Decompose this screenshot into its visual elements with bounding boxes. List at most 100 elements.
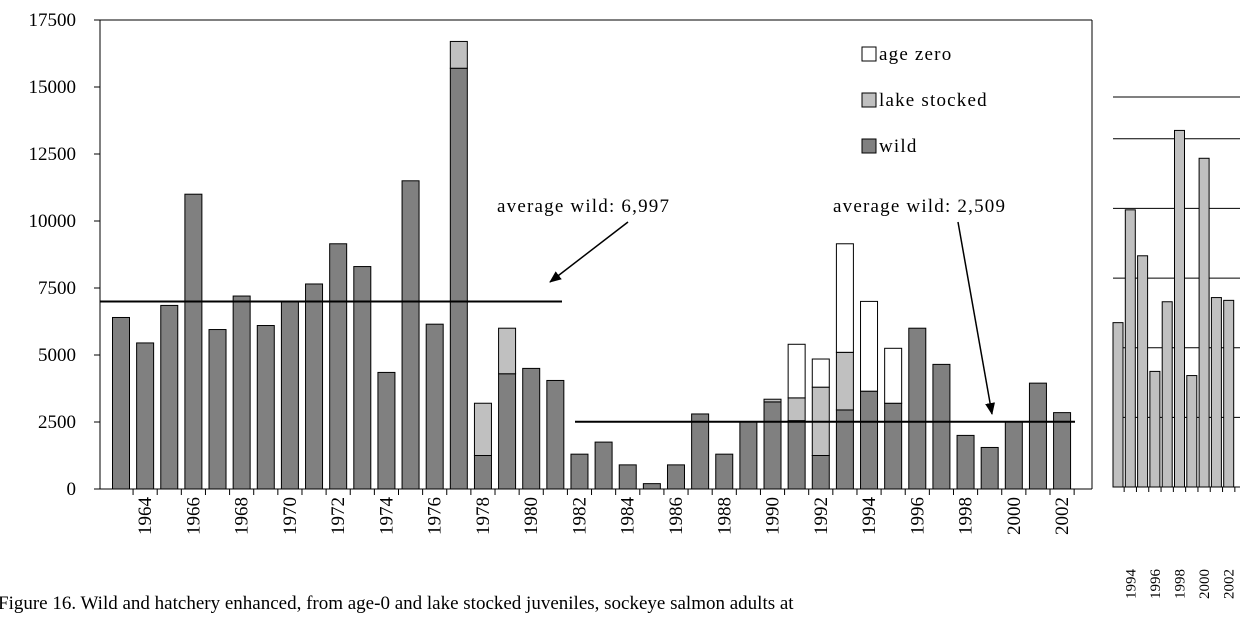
y-tick-label: 17500: [29, 10, 77, 31]
bar: [1198, 157, 1210, 488]
y-tick-label: 10000: [29, 211, 77, 232]
bar-segment: [594, 441, 613, 490]
x-tick-label: 1992: [811, 497, 832, 535]
bar-segment: [280, 300, 299, 490]
bar: [1223, 299, 1235, 488]
x-tick-label: 1996: [907, 497, 928, 535]
y-tick-label: 15000: [29, 77, 77, 98]
annotation-arrow: [957, 221, 996, 415]
x-tick-label: 1994: [1123, 569, 1139, 600]
x-tick-label: 1998: [956, 497, 977, 535]
legend-label: lake stocked: [879, 90, 988, 111]
bar-segment: [787, 397, 806, 422]
bar-segment: [787, 420, 806, 490]
legend-swatch: [861, 138, 877, 154]
bar-segment: [860, 300, 879, 392]
bar-segment: [184, 193, 203, 490]
bar-segment: [884, 347, 903, 404]
bar-segment: [642, 483, 661, 490]
bar-segment: [884, 402, 903, 490]
y-tick-label: 5000: [38, 345, 76, 366]
x-tick-label: 1990: [763, 497, 784, 535]
bar-segment: [763, 401, 782, 490]
x-tick-label: 1998: [1173, 569, 1189, 599]
x-tick-label: 1968: [232, 497, 253, 535]
bar: [1124, 209, 1136, 488]
bar-segment: [136, 342, 155, 490]
x-tick-label: 1966: [183, 497, 204, 535]
x-tick-label: 1974: [376, 497, 397, 536]
bar-segment: [980, 446, 999, 490]
y-tick-label: 2500: [38, 412, 76, 433]
bar-segment: [1053, 412, 1072, 490]
x-tick-label: 1996: [1148, 569, 1164, 600]
bar-segment: [763, 398, 782, 403]
annotation-arrow: [549, 221, 629, 283]
bar-segment: [811, 358, 830, 388]
bar-segment: [932, 363, 951, 490]
bar-segment: [329, 243, 348, 490]
bar-segment: [618, 464, 637, 490]
x-tick-label: 1978: [473, 497, 494, 535]
bar-segment: [256, 325, 275, 490]
x-tick-label: 1994: [859, 497, 880, 536]
y-tick-label: 12500: [29, 144, 77, 165]
bar: [1112, 322, 1124, 488]
bar-segment: [908, 327, 927, 490]
bar-segment: [835, 243, 854, 353]
x-tick-label: 1986: [666, 497, 687, 535]
bar-segment: [353, 266, 372, 490]
x-tick-label: 2000: [1197, 569, 1213, 599]
bar-segment: [449, 67, 468, 490]
bar-segment: [739, 421, 758, 490]
bar-segment: [570, 453, 589, 490]
bar-segment: [425, 323, 444, 490]
annotation: average wild: 6,997: [497, 196, 670, 217]
bar-segment: [666, 464, 685, 490]
bar-segment: [860, 390, 879, 490]
legend-label: age zero: [879, 44, 952, 65]
bar: [1210, 297, 1222, 488]
bar-segment: [1004, 421, 1023, 490]
bar-segment: [835, 351, 854, 411]
bar-segment: [498, 327, 517, 375]
bar-segment: [401, 180, 420, 490]
x-tick-label: 2000: [1004, 497, 1025, 535]
legend-swatch: [861, 46, 877, 62]
y-tick-label: 7500: [38, 278, 76, 299]
bar: [1161, 301, 1173, 488]
x-tick-label: 1976: [425, 497, 446, 535]
bar-segment: [715, 453, 734, 490]
bar: [1186, 375, 1198, 488]
bar-segment: [691, 413, 710, 490]
bar-segment: [160, 304, 179, 490]
bar: [1174, 129, 1185, 488]
x-tick-label: 1988: [714, 497, 735, 535]
bar: [1149, 370, 1161, 488]
bar-segment: [522, 367, 541, 490]
bar-segment: [1028, 382, 1047, 490]
x-tick-label: 1970: [280, 497, 301, 535]
bar-segment: [232, 295, 251, 490]
bar-segment: [449, 40, 468, 69]
x-tick-label: 1980: [521, 497, 542, 535]
annotation: average wild: 2,509: [833, 196, 1006, 217]
x-tick-label: 2002: [1052, 497, 1073, 535]
bar-segment: [787, 343, 806, 399]
bar-segment: [473, 402, 492, 456]
x-tick-label: 1982: [569, 497, 590, 535]
x-tick-label: 2002: [1222, 569, 1238, 599]
bar-segment: [498, 373, 517, 490]
legend-swatch: [861, 92, 877, 108]
bar-segment: [305, 283, 324, 490]
x-tick-label: 1972: [328, 497, 349, 535]
bar-segment: [956, 434, 975, 490]
legend-label: wild: [879, 136, 918, 157]
bar-segment: [112, 316, 130, 490]
bar-segment: [377, 371, 396, 490]
y-tick-label: 0: [67, 479, 77, 500]
bar: [1137, 255, 1149, 488]
bar-segment: [473, 455, 492, 490]
caption: Figure 16. Wild and hatchery enhanced, f…: [0, 593, 794, 614]
